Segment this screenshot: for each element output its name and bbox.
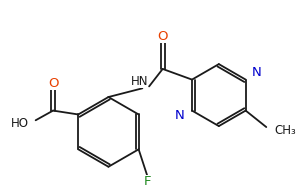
Text: HO: HO [11, 117, 29, 130]
Text: CH₃: CH₃ [274, 124, 296, 137]
Text: F: F [143, 175, 151, 188]
Text: HN: HN [131, 75, 148, 88]
Text: O: O [157, 30, 168, 43]
Text: N: N [175, 109, 185, 122]
Text: O: O [48, 77, 58, 90]
Text: N: N [252, 66, 261, 79]
